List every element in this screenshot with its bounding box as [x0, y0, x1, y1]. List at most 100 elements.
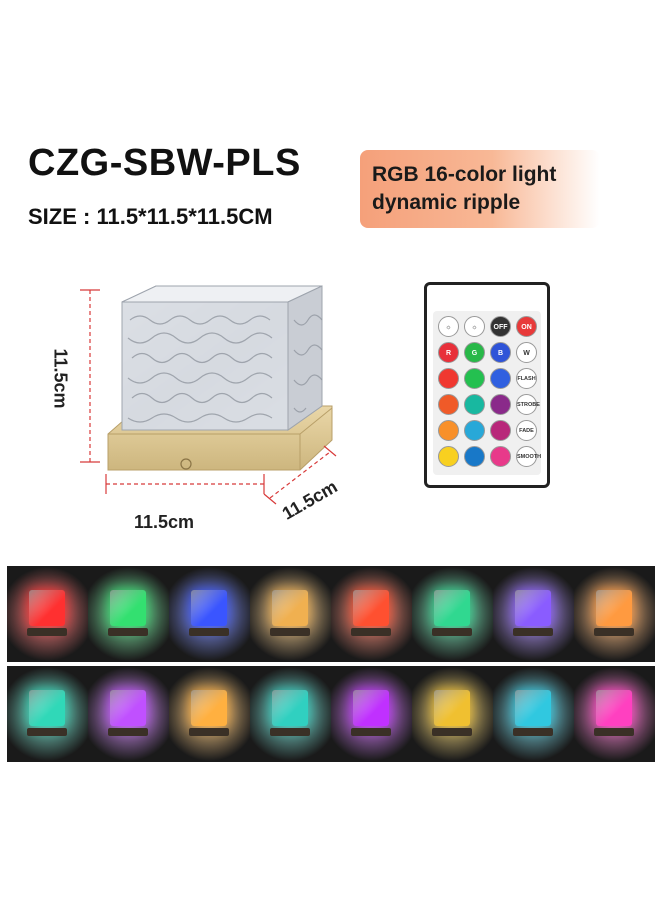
remote-button-label: FADE [519, 428, 534, 434]
glowing-cube [110, 590, 146, 626]
remote-button[interactable] [438, 368, 459, 389]
glowing-cube [515, 690, 551, 726]
remote-button-label: FLASH [517, 376, 536, 382]
remote-button[interactable] [438, 420, 459, 441]
remote-button[interactable] [464, 446, 485, 467]
lamp-base [513, 728, 553, 736]
remote-button[interactable] [490, 420, 511, 441]
remote-button-label: W [523, 350, 530, 357]
color-sample [88, 666, 169, 762]
remote-button[interactable] [464, 394, 485, 415]
remote-button[interactable] [490, 368, 511, 389]
color-sample [169, 566, 250, 662]
remote-button-label [439, 421, 458, 440]
lamp-base [351, 628, 391, 636]
feature-line-2: dynamic ripple [372, 191, 521, 214]
glowing-cube [110, 690, 146, 726]
remote-button[interactable]: R [438, 342, 459, 363]
color-sample [169, 666, 250, 762]
lamp-base [189, 728, 229, 736]
color-sample [250, 566, 331, 662]
remote-button[interactable] [464, 368, 485, 389]
color-sample [574, 566, 655, 662]
remote-button[interactable]: ☼ [464, 316, 485, 337]
remote-button-label [465, 447, 484, 466]
remote-button-label: ☼ [471, 324, 478, 331]
remote-button[interactable] [464, 420, 485, 441]
lamp-base [27, 628, 67, 636]
glowing-cube [272, 690, 308, 726]
lamp-base [513, 628, 553, 636]
remote-button[interactable]: ☼ [438, 316, 459, 337]
power-button-icon [180, 458, 192, 470]
lamp-base [270, 728, 310, 736]
remote-keypad: ☼ ☼ OFF ON R G B W FLASH STROBE FADE SMOOTH [433, 311, 541, 475]
lamp-illustration [100, 280, 340, 540]
remote-button-label [465, 395, 484, 414]
product-model: CZG-SBW-PLS [28, 142, 301, 184]
remote-button[interactable]: B [490, 342, 511, 363]
width-label: 11.5cm [134, 512, 195, 532]
color-sample [493, 566, 574, 662]
color-sample [493, 666, 574, 762]
lamp-base [432, 628, 472, 636]
remote-button[interactable]: ON [516, 316, 537, 337]
remote-button-label: G [471, 350, 478, 357]
remote-button[interactable] [490, 394, 511, 415]
color-sample [412, 566, 493, 662]
color-sample [7, 566, 88, 662]
height-label: 11.5cm [50, 348, 71, 409]
lamp-base [432, 728, 472, 736]
remote-button[interactable]: OFF [490, 316, 511, 337]
remote-button[interactable]: W [516, 342, 537, 363]
remote-button[interactable]: G [464, 342, 485, 363]
color-sample [412, 666, 493, 762]
lamp-base [594, 728, 634, 736]
remote-button-label: ☼ [445, 324, 452, 331]
remote-button-label: SMOOTH [517, 454, 542, 460]
glowing-cube [596, 590, 632, 626]
remote-button-label: R [445, 350, 452, 357]
glowing-cube [353, 690, 389, 726]
remote-button-label [439, 447, 458, 466]
feature-line-1: RGB 16-color light [372, 163, 557, 186]
feature-badge: RGB 16-color light dynamic ripple [360, 150, 600, 228]
glowing-cube [353, 590, 389, 626]
product-size: SIZE : 11.5*11.5*11.5CM [28, 204, 273, 229]
lamp-base [189, 628, 229, 636]
remote-button-label [491, 421, 510, 440]
color-sample [250, 666, 331, 762]
remote-button[interactable] [490, 446, 511, 467]
remote-button[interactable] [438, 394, 459, 415]
lamp-base [594, 628, 634, 636]
lamp-drawing [107, 285, 333, 471]
remote-button-label [465, 421, 484, 440]
remote-button-label [491, 395, 510, 414]
lamp-base [108, 728, 148, 736]
glowing-cube [191, 690, 227, 726]
glowing-cube [272, 590, 308, 626]
remote-button-label [439, 395, 458, 414]
remote-button[interactable] [438, 446, 459, 467]
glowing-cube [434, 590, 470, 626]
remote-control: ☼ ☼ OFF ON R G B W FLASH STROBE FADE SMOOTH [424, 282, 550, 488]
remote-button[interactable]: FADE [516, 420, 537, 441]
color-sample [88, 566, 169, 662]
remote-button-label [491, 369, 510, 388]
glowing-cube [434, 690, 470, 726]
color-sample [7, 666, 88, 762]
glowing-cube [29, 590, 65, 626]
remote-button[interactable]: SMOOTH [516, 446, 542, 467]
lamp-base [270, 628, 310, 636]
lamp-base [27, 728, 67, 736]
glowing-cube [191, 590, 227, 626]
color-sample [574, 666, 655, 762]
remote-button[interactable]: FLASH [516, 368, 537, 389]
remote-button[interactable]: STROBE [516, 394, 540, 415]
remote-button-label: B [497, 350, 504, 357]
color-sample [331, 566, 412, 662]
lamp-base [351, 728, 391, 736]
remote-button-label: ON [521, 324, 532, 331]
remote-button-label [491, 447, 510, 466]
glowing-cube [596, 690, 632, 726]
